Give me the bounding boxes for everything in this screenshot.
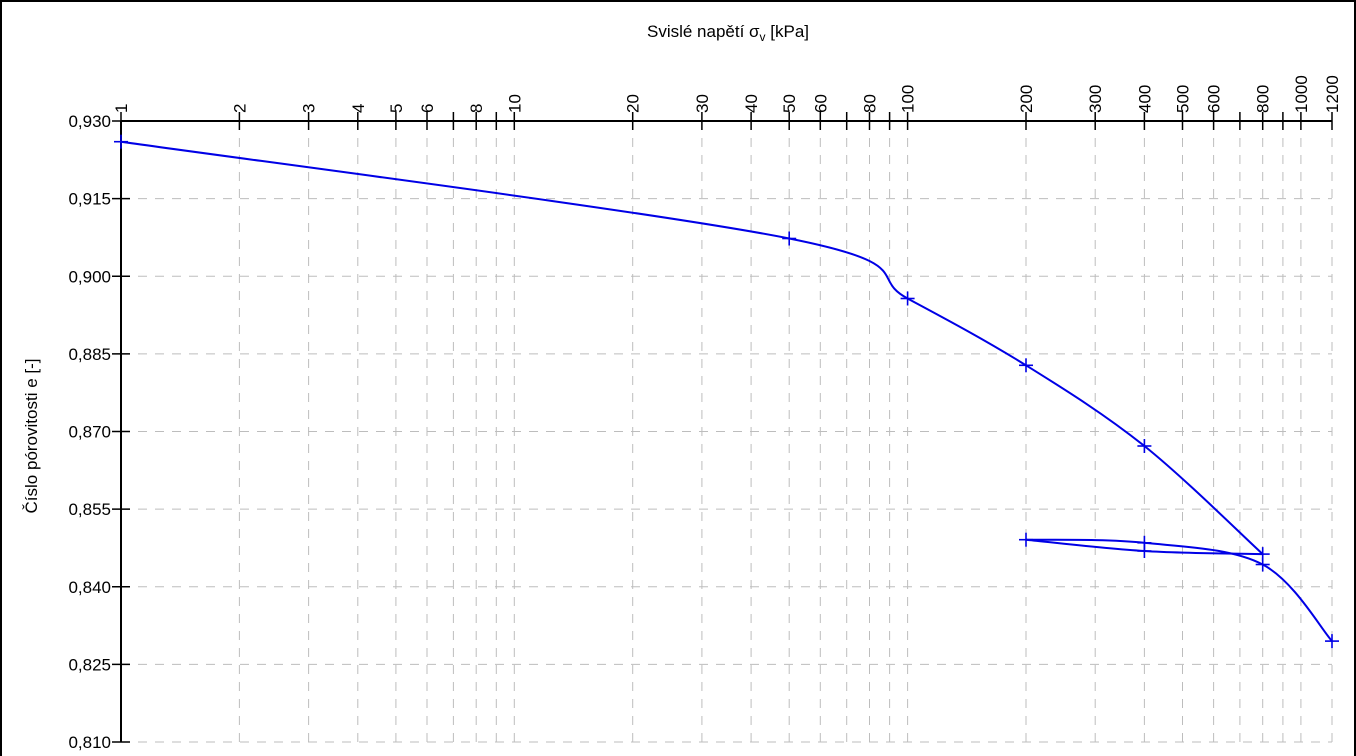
data-point-marker: [1137, 439, 1152, 453]
x-axis-title-main: Svislé napětí σ: [647, 22, 760, 41]
x-tick-label: 6: [418, 104, 437, 113]
x-axis-title: Svislé napětí σv [kPa]: [647, 22, 809, 44]
x-tick-label: 400: [1135, 85, 1154, 113]
x-tick-label: 3: [300, 104, 319, 113]
y-axis-title: Číslo pórovitosti e [-]: [22, 359, 41, 514]
y-tick-label: 0,885: [68, 345, 111, 364]
x-tick-label: 60: [811, 94, 830, 113]
x-tick-label: 100: [899, 85, 918, 113]
x-tick-label: 200: [1017, 85, 1036, 113]
data-point-marker: [114, 134, 128, 149]
y-tick-label: 0,915: [68, 190, 111, 209]
x-tick-label: 20: [624, 94, 643, 113]
y-tick-label: 0,900: [68, 267, 111, 286]
x-tick-label: 8: [467, 104, 486, 113]
data-point-marker: [1019, 358, 1033, 373]
x-tick-label: 10: [505, 94, 524, 113]
y-tick-label: 0,855: [68, 500, 111, 519]
x-tick-label: 500: [1174, 85, 1193, 113]
x-tick-label: 300: [1086, 85, 1105, 113]
y-tick-label: 0,870: [68, 423, 111, 442]
data-point-marker: [782, 231, 797, 246]
y-tick-label: 0,825: [68, 655, 111, 674]
x-axis-title-subscript: v: [760, 30, 766, 44]
y-tick-label: 0,810: [68, 733, 111, 752]
x-tick-label: 30: [693, 94, 712, 113]
y-tick-label: 0,840: [68, 578, 111, 597]
data-point-marker: [1325, 634, 1339, 649]
data-point-marker: [900, 291, 915, 306]
series-line: [1025, 538, 1333, 642]
x-tick-label: 1000: [1292, 75, 1311, 113]
x-tick-label: 2: [230, 104, 249, 113]
x-tick-label: 80: [861, 94, 880, 113]
x-tick-label: 600: [1205, 85, 1224, 113]
data-point-marker: [1137, 535, 1152, 550]
grid: [121, 121, 1333, 743]
x-tick-label: 1: [112, 104, 131, 113]
y-tick-label: 0,930: [68, 112, 111, 131]
x-tick-label: 5: [387, 104, 406, 113]
x-tick-label: 1200: [1323, 75, 1342, 113]
data-point-marker: [1255, 557, 1270, 572]
x-tick-label: 50: [780, 94, 799, 113]
x-tick-label: 4: [349, 104, 368, 113]
x-tick-label: 40: [742, 94, 761, 113]
data-point-marker: [1019, 532, 1033, 547]
x-axis-title-unit: [kPa]: [766, 22, 809, 41]
series-layer: [114, 134, 1339, 649]
x-tick-label: 800: [1254, 85, 1273, 113]
axes: 0,930 0,915 0,900 0,885 0,870 0,855 0,840 0,825…: [68, 75, 1342, 752]
